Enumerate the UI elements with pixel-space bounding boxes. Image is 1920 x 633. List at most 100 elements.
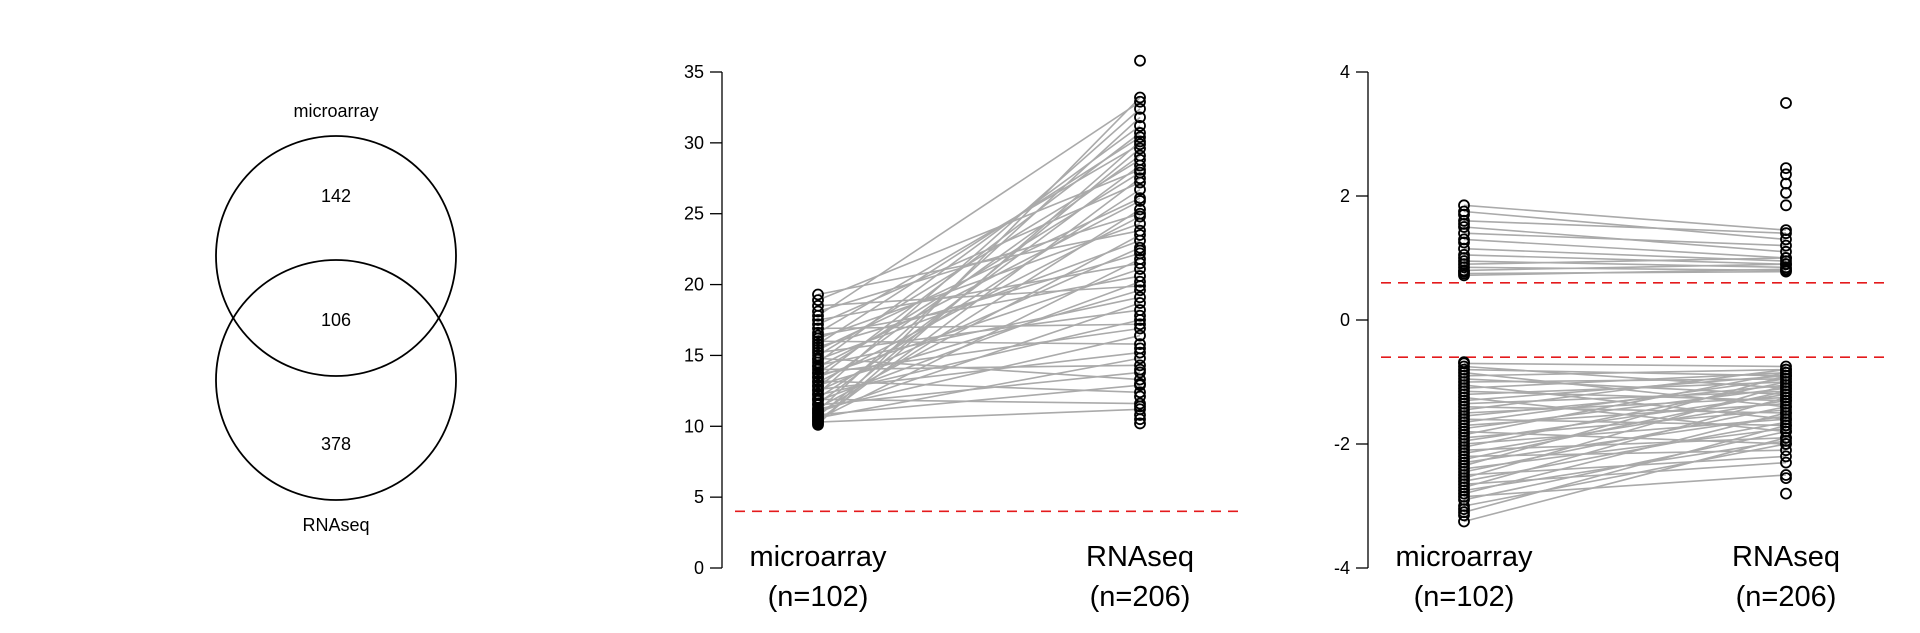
point-rnaseq — [1134, 163, 1146, 176]
pair-line — [817, 323, 1141, 330]
pair-line — [1463, 368, 1787, 411]
point-rnaseq — [1780, 456, 1792, 469]
venn-label-microarray: microarray — [293, 101, 378, 121]
pair-line — [1463, 362, 1787, 368]
pair-line — [817, 132, 1141, 379]
point-rnaseq — [1134, 297, 1146, 309]
pair-line — [1463, 371, 1787, 436]
pair-line — [817, 222, 1141, 340]
point-rnaseq — [1134, 91, 1146, 104]
pair-line — [817, 159, 1141, 357]
y-tick-label: -2 — [1334, 434, 1350, 454]
pair-line — [1463, 263, 1787, 272]
pair-line — [817, 252, 1141, 348]
point-rnaseq — [1134, 142, 1146, 155]
point-rnaseq — [1780, 407, 1792, 419]
pair-line — [1463, 260, 1787, 269]
pair-line — [1463, 430, 1787, 501]
point-microarray — [1458, 236, 1470, 249]
y-tick-label: 2 — [1340, 186, 1350, 206]
pair-line — [1463, 375, 1787, 467]
point-rnaseq — [1134, 363, 1146, 376]
point-rnaseq — [1780, 431, 1792, 444]
point-microarray — [1458, 269, 1470, 282]
point-rnaseq — [1134, 377, 1146, 390]
point-rnaseq — [1134, 338, 1146, 350]
y-tick-label: 0 — [694, 558, 704, 578]
y-tick-label: 20 — [684, 275, 704, 295]
pair-line — [1463, 387, 1787, 430]
point-microarray — [812, 294, 824, 307]
pair-line — [1463, 371, 1787, 389]
category-label: RNAseq — [1086, 541, 1194, 573]
y-tick-label: 25 — [684, 204, 704, 224]
point-rnaseq — [1134, 224, 1146, 237]
point-rnaseq — [1134, 417, 1146, 430]
data-points — [1458, 97, 1792, 528]
point-rnaseq — [1134, 309, 1146, 322]
pair-line — [817, 327, 1141, 375]
pair-line — [1463, 424, 1787, 513]
pair-line — [1463, 396, 1787, 489]
venn-circle-microarray — [215, 135, 457, 377]
venn-count-only-rnaseq: 378 — [321, 434, 351, 454]
point-rnaseq — [1780, 199, 1792, 212]
point-rnaseq — [1134, 275, 1146, 288]
point-rnaseq — [1134, 263, 1146, 275]
pair-line — [817, 357, 1141, 381]
point-rnaseq — [1134, 390, 1146, 403]
point-rnaseq — [1780, 472, 1792, 485]
venn-label-rnaseq: RNAseq — [302, 515, 369, 535]
category-count-label: (n=102) — [768, 581, 869, 613]
pair-line — [1463, 368, 1787, 377]
category-label: microarray — [1396, 541, 1533, 573]
y-tick-label: 10 — [684, 416, 704, 436]
point-rnaseq — [1134, 304, 1146, 316]
pair-line — [1463, 390, 1787, 461]
pair-line — [817, 169, 1141, 301]
point-rnaseq — [1134, 280, 1146, 292]
pair-line — [817, 96, 1141, 426]
point-rnaseq — [1134, 346, 1146, 359]
point-rnaseq — [1134, 138, 1146, 151]
pair-line — [1463, 268, 1787, 277]
pair-line — [1463, 378, 1787, 424]
point-rnaseq — [1134, 386, 1146, 399]
pair-line — [817, 197, 1141, 351]
point-rnaseq — [1134, 244, 1146, 257]
venn-count-both: 106 — [321, 310, 351, 330]
point-microarray — [812, 305, 824, 318]
pair-line — [1463, 210, 1787, 241]
pair-line — [1463, 443, 1787, 507]
category-count-label: (n=206) — [1090, 581, 1191, 613]
pair-line — [817, 234, 1141, 409]
venn-count-only-microarray: 142 — [321, 186, 351, 206]
pair-line — [1463, 204, 1787, 231]
y-tick-label: -4 — [1334, 558, 1350, 578]
point-rnaseq — [1780, 450, 1792, 463]
point-rnaseq — [1134, 318, 1146, 331]
point-rnaseq — [1134, 176, 1146, 189]
pair-line — [1463, 421, 1787, 482]
point-rnaseq — [1134, 54, 1146, 67]
point-rnaseq — [1134, 413, 1146, 426]
pair-line — [817, 101, 1141, 317]
pair-line — [1463, 220, 1787, 234]
y-tick-label: 0 — [1340, 310, 1350, 330]
pair-line — [817, 340, 1141, 345]
pair-line — [1463, 399, 1787, 455]
point-microarray — [1458, 509, 1470, 522]
pair-line — [1463, 437, 1787, 523]
point-rnaseq — [1780, 419, 1792, 432]
point-rnaseq — [1134, 131, 1146, 144]
point-rnaseq — [1780, 438, 1792, 450]
y-tick-label: 15 — [684, 345, 704, 365]
point-rnaseq — [1780, 379, 1792, 392]
point-rnaseq — [1134, 291, 1146, 304]
pair-line — [1463, 381, 1787, 448]
y-axis-ticks: -4 -2 0 2 4 — [1334, 62, 1368, 578]
point-rnaseq — [1780, 263, 1792, 276]
point-rnaseq — [1780, 391, 1792, 404]
point-rnaseq — [1780, 233, 1792, 246]
point-rnaseq — [1780, 425, 1792, 438]
